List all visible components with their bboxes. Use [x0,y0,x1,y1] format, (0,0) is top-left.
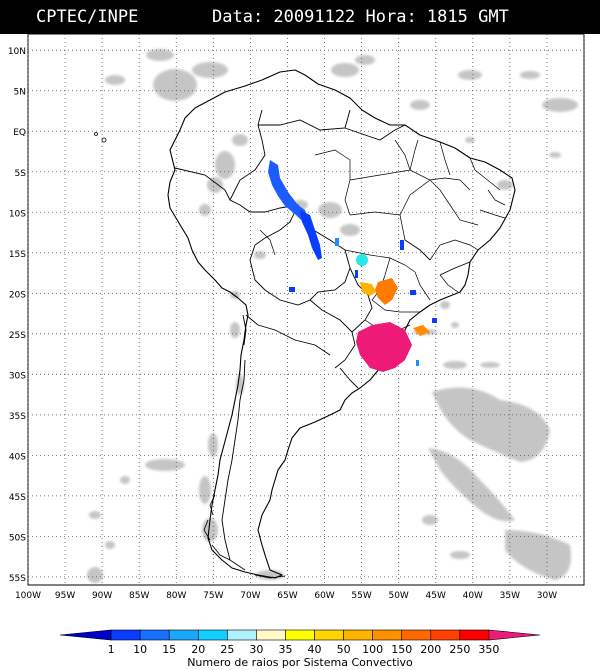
legend-swatch [314,629,344,641]
legend-label: 100 [362,643,383,656]
longitude-label: 40W [463,591,483,601]
longitude-label: 50W [388,591,408,601]
legend-label: 40 [308,643,322,656]
lightning-systems [268,160,437,372]
legend-color-bar [59,629,541,641]
legend-label: 250 [449,643,470,656]
latitude-label: 10N [8,47,26,57]
legend-label: 35 [278,643,292,656]
lightning-rondonia [300,210,322,260]
longitude-label: 70W [240,591,260,601]
longitude-label: 100W [15,591,41,601]
longitude-label: 65W [277,591,297,601]
latitude-label: 55S [9,574,26,584]
lightning-sc-blue [416,360,419,366]
legend-swatch [372,629,403,641]
legend-swatch [59,629,112,641]
longitude-label: 90W [92,591,112,601]
legend-swatch [256,629,286,641]
legend-label: 200 [420,643,441,656]
lightning-pr-coast [413,325,430,336]
country-borders [174,109,471,561]
legend-label: 20 [191,643,205,656]
legend-caption: Numero de raios por Sistema Convectivo [187,656,413,669]
lightning-south [356,322,412,372]
lightning-map: 10N5NEQ5S10S15S20S25S30S35S40S45S50S55S … [8,33,585,601]
legend-swatch [139,629,170,641]
lightning-rj-blue [432,318,437,323]
latitude-label: 40S [9,452,26,462]
legend-swatch [197,629,228,641]
lightning-ms-blue [355,270,358,278]
continent-outline [167,69,516,579]
legend-label: 15 [162,643,176,656]
latitude-label: 10S [9,209,26,219]
title-bar: CPTEC/INPE Data: 20091122 Hora: 1815 GMT [0,0,600,34]
latitude-label: 15S [9,250,26,260]
latitude-label: 35S [9,412,26,422]
longitude-label: 35W [500,591,520,601]
lightning-mt-small [335,238,339,246]
latitude-label: 50S [9,533,26,543]
longitude-label: 30W [537,591,557,601]
latitude-label: 45S [9,493,26,503]
date-time-label: Data: 20091122 Hora: 1815 GMT [212,7,509,27]
legend-swatch [401,629,432,641]
lightning-ms [360,282,376,296]
longitude-label: 75W [203,591,223,601]
longitude-label: 80W [166,591,186,601]
legend-label: 1 [108,643,115,656]
latitude-label: 30S [9,371,26,381]
latitude-label: EQ [13,128,26,138]
legend-label: 150 [391,643,412,656]
latitude-labels: 10N 5N EQ 5S 10S 15S 20S 25S 30S 35S 40S 45S 50S 55S [8,47,26,584]
cloud-imagery [87,49,578,583]
lightning-mg-blue [410,290,416,295]
state-borders [259,139,506,349]
chile-islands [94,132,286,579]
longitude-label: 95W [55,591,75,601]
legend-label: 30 [249,643,263,656]
longitude-label: 85W [129,591,149,601]
legend-swatch [285,629,315,641]
longitude-label: 60W [314,591,334,601]
lightning-bo-small [289,287,295,292]
lat-lon-grid [27,34,585,585]
lightning-sp [375,278,398,305]
longitude-labels: 100W 95W 90W 85W 80W 75W 70W 65W 60W 55W 50W 45W 40W… [15,591,557,601]
legend-swatch [459,629,490,641]
latitude-label: 5S [15,169,27,179]
latitude-label: 20S [9,290,26,300]
source-label: CPTEC/INPE [36,7,139,27]
lightning-legend: 1 10 15 20 25 30 35 40 50 100 150 200 250 350 [59,629,541,656]
legend-swatch [343,629,373,641]
latitude-label: 25S [9,331,26,341]
legend-label: 50 [337,643,351,656]
longitude-label: 55W [351,591,371,601]
latitude-label: 5N [14,88,26,98]
legend-swatch [110,629,141,641]
legend-swatch [430,629,461,641]
legend-labels: 1 10 15 20 25 30 35 40 50 100 150 200 250 350 [108,643,500,656]
longitude-label: 45W [426,591,446,601]
lightning-goias [356,254,368,266]
legend-swatch [168,629,199,641]
legend-label: 10 [133,643,147,656]
legend-label: 25 [220,643,234,656]
legend-label: 350 [478,643,499,656]
lightning-goias-small [400,240,404,250]
lightning-acre [268,160,308,222]
legend-swatch [488,629,541,641]
legend-swatch [227,629,257,641]
